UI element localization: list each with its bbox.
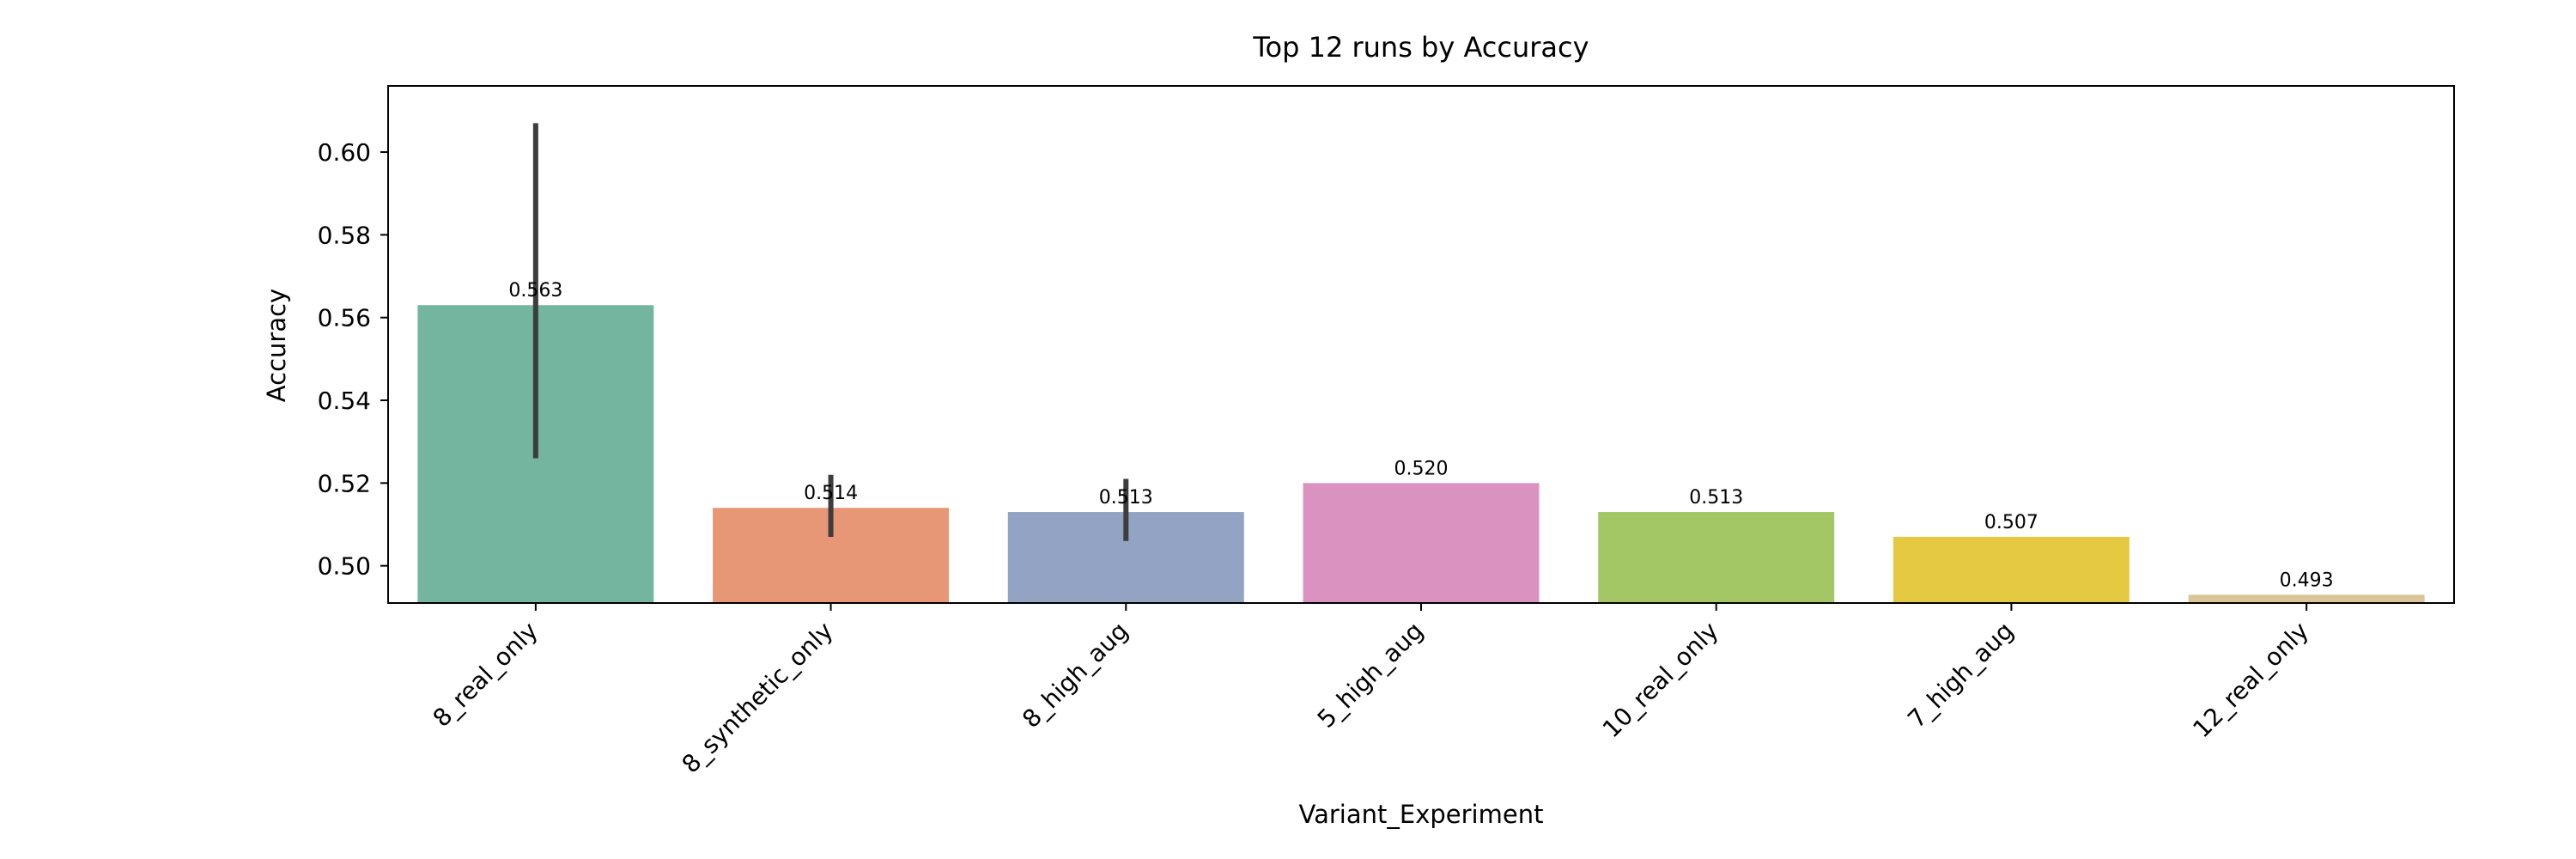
- value-label: 0.514: [804, 483, 858, 504]
- chart-title: Top 12 runs by Accuracy: [1252, 31, 1589, 64]
- bar-10_real_only: [1598, 512, 1835, 603]
- x-tick-label: 8_high_aug: [1017, 617, 1133, 734]
- y-tick-label: 0.60: [318, 138, 371, 167]
- value-label: 0.507: [1984, 512, 2038, 533]
- y-tick-label: 0.56: [318, 304, 371, 332]
- y-axis-label: Accuracy: [262, 289, 291, 402]
- x-tick-label: 5_high_aug: [1312, 617, 1429, 734]
- value-label: 0.563: [508, 280, 562, 302]
- x-tick-label: 7_high_aug: [1902, 617, 2019, 734]
- value-label: 0.513: [1689, 487, 1743, 509]
- y-tick-label: 0.54: [318, 387, 371, 415]
- value-label: 0.520: [1394, 458, 1449, 479]
- x-axis-label: Variant_Experiment: [1299, 800, 1544, 829]
- value-label: 0.513: [1099, 487, 1153, 509]
- x-tick-label: 12_real_only: [2187, 617, 2314, 744]
- bar-5_high_aug: [1303, 483, 1540, 603]
- x-tick-label: 8_synthetic_only: [677, 617, 839, 779]
- plot-area: 0.563 0.514 0.513 0.520 0.513 0.507 0.493 0.50 0…: [318, 85, 2455, 779]
- value-label: 0.493: [2280, 570, 2334, 591]
- y-tick-label: 0.50: [318, 552, 371, 581]
- x-tick-label: 8_real_only: [428, 617, 544, 733]
- bar-12_real_only: [2188, 594, 2425, 603]
- bar-7_high_aug: [1893, 536, 2129, 603]
- y-tick-label: 0.58: [318, 221, 371, 249]
- y-tick-label: 0.52: [318, 469, 371, 497]
- x-tick-label: 10_real_only: [1597, 617, 1724, 744]
